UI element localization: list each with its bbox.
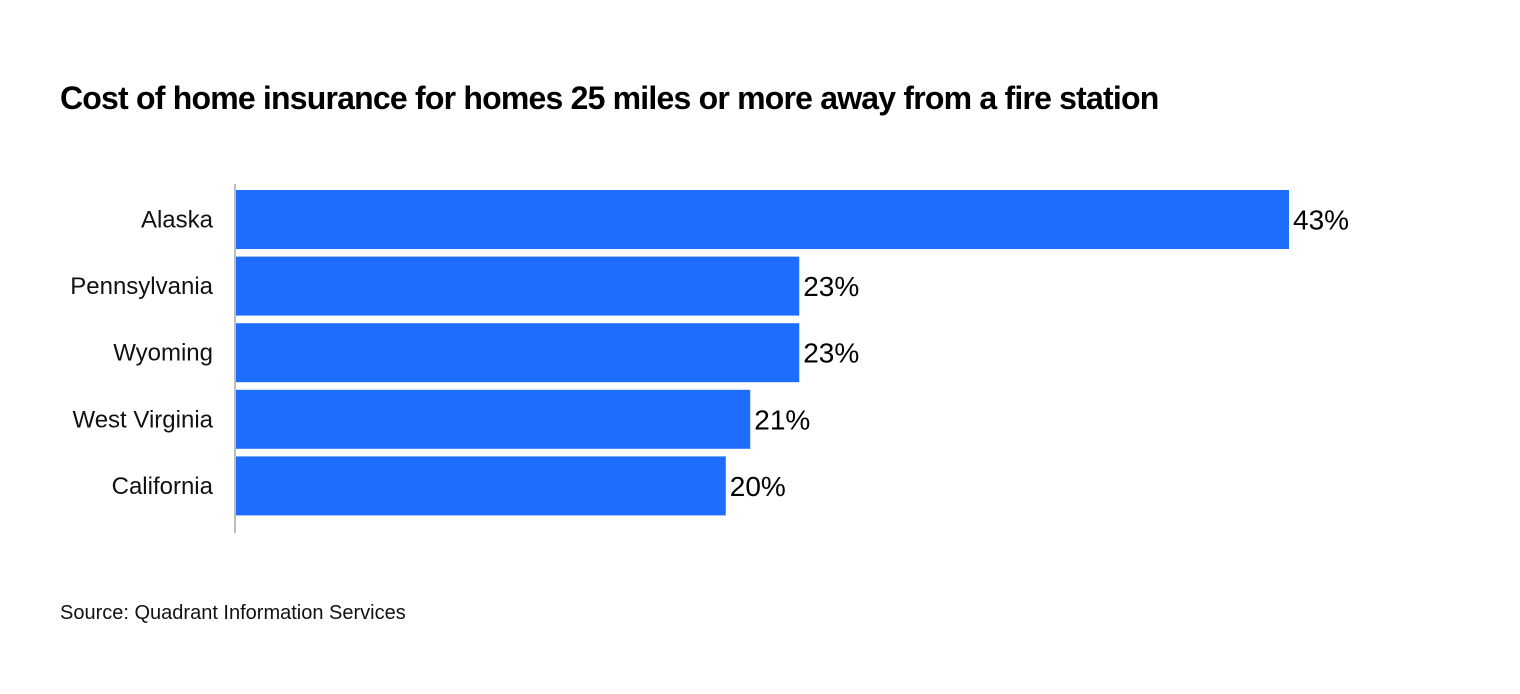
- value-label-west-virginia: 21%: [754, 404, 810, 435]
- category-label-alaska: Alaska: [141, 207, 214, 234]
- bar-alaska: [236, 190, 1289, 249]
- value-label-pennsylvania: 23%: [803, 271, 859, 302]
- bar-west-virginia: [236, 389, 751, 449]
- category-label-pennsylvania: Pennsylvania: [70, 273, 213, 300]
- bars-group: Alaska 43% Pennsylvania 23% Wyoming 23% West V…: [70, 190, 1349, 516]
- source-note: Source: Quadrant Information Services: [60, 602, 406, 624]
- category-label-california: California: [112, 473, 214, 500]
- category-label-west-virginia: West Virginia: [72, 406, 213, 433]
- bar-wyoming: [236, 323, 800, 383]
- value-label-california: 20%: [730, 471, 786, 502]
- chart-title: Cost of home insurance for homes 25 mile…: [60, 80, 1159, 116]
- value-label-alaska: 43%: [1293, 205, 1349, 236]
- category-label-wyoming: Wyoming: [113, 340, 213, 367]
- value-label-wyoming: 23%: [803, 338, 859, 369]
- bar-california: [236, 456, 726, 516]
- bar-pennsylvania: [236, 256, 800, 316]
